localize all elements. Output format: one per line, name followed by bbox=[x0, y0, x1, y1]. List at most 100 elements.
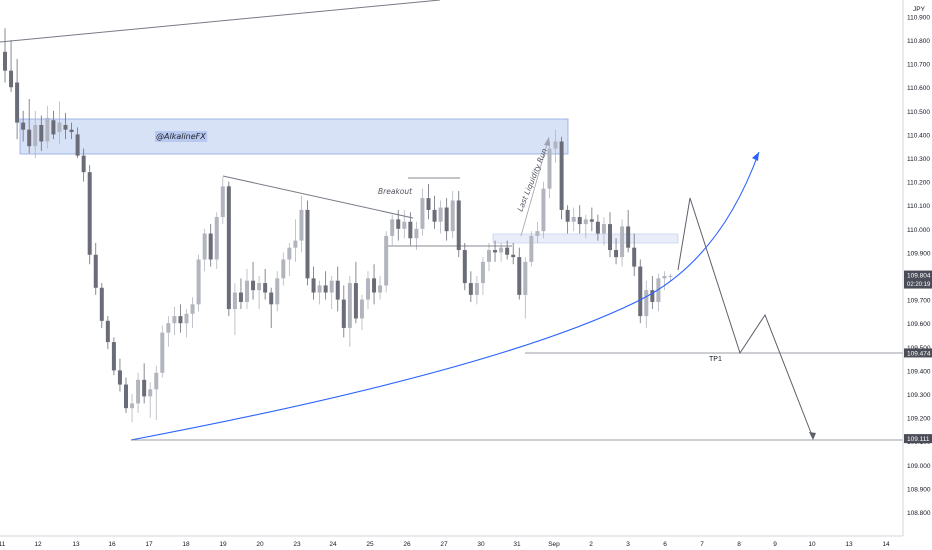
candle-body bbox=[238, 292, 243, 302]
candle-body bbox=[601, 224, 606, 234]
x-tick-label: 16 bbox=[108, 541, 116, 548]
price-tag-label: 109.111 bbox=[907, 436, 930, 443]
x-tick-label: 13 bbox=[845, 541, 853, 548]
candle-body bbox=[614, 250, 619, 258]
liquidity-arrow bbox=[520, 136, 550, 237]
candlesticks bbox=[3, 28, 673, 423]
candle-body bbox=[571, 217, 576, 222]
candle-body bbox=[257, 283, 262, 291]
candle-body bbox=[208, 233, 213, 260]
y-tick-label: 109.500 bbox=[907, 345, 931, 352]
y-tick-label: 110.200 bbox=[907, 180, 930, 187]
candle-body bbox=[438, 207, 443, 222]
x-tick-label: 11 bbox=[0, 541, 6, 548]
x-tick-label: 9 bbox=[773, 541, 777, 548]
candle-body bbox=[130, 403, 135, 409]
candle-body bbox=[468, 283, 473, 295]
candle-body bbox=[111, 342, 116, 371]
y-tick-label: 108.900 bbox=[907, 486, 931, 493]
x-axis-ticks: 111213161718192023242526273031Sep2367891… bbox=[0, 541, 890, 548]
y-tick-label: 109.300 bbox=[907, 392, 931, 399]
candle-body bbox=[662, 276, 667, 279]
candle-body bbox=[190, 304, 195, 314]
x-tick-label: 13 bbox=[72, 541, 80, 548]
tp1-label: TP1 bbox=[709, 356, 722, 363]
y-tick-label: 110.400 bbox=[907, 132, 930, 139]
y-axis-ticks: 110.900 110.800 110.700 110.600 110.500 110.4… bbox=[907, 14, 931, 517]
candle-body bbox=[426, 198, 431, 210]
upper-trendline bbox=[0, 0, 441, 43]
candle-body bbox=[595, 221, 600, 234]
candle-body bbox=[523, 261, 528, 295]
price-tag-box bbox=[904, 348, 932, 358]
candle-body bbox=[347, 283, 352, 328]
x-tick-label: 12 bbox=[34, 541, 42, 548]
candle-body bbox=[372, 278, 377, 293]
candle-body bbox=[105, 320, 110, 343]
y-tick-label: 110.000 bbox=[907, 227, 930, 234]
price-tag-box bbox=[904, 270, 932, 289]
candle-body bbox=[335, 280, 340, 300]
candle-body bbox=[184, 313, 189, 324]
candle-body bbox=[632, 247, 637, 267]
candle-body bbox=[323, 285, 328, 293]
candle-body bbox=[638, 266, 643, 317]
supply-zone bbox=[19, 118, 569, 155]
y-tick-label: 110.100 bbox=[907, 203, 930, 210]
candle-body bbox=[311, 278, 316, 293]
curve-arrowhead bbox=[752, 152, 759, 161]
price-tag-countdown: 02:20:19 bbox=[907, 282, 931, 288]
candle-body bbox=[232, 292, 237, 310]
candle-body bbox=[136, 379, 141, 404]
candle-body bbox=[474, 283, 479, 295]
candle-body bbox=[541, 188, 546, 232]
candle-body bbox=[124, 384, 128, 409]
y-tick-label: 109.900 bbox=[907, 250, 931, 257]
candle-body bbox=[529, 235, 534, 262]
candle-body bbox=[390, 219, 395, 236]
candle-body bbox=[462, 250, 467, 284]
parabolic-support-curve bbox=[130, 151, 760, 441]
candle-body bbox=[341, 299, 346, 328]
candle-body bbox=[487, 250, 491, 262]
candle-body bbox=[75, 134, 80, 156]
candle-body bbox=[63, 124, 68, 130]
candle-body bbox=[281, 259, 286, 279]
candle-body bbox=[583, 219, 588, 225]
y-tick-label: 109.700 bbox=[907, 298, 931, 305]
candle-body bbox=[402, 221, 407, 229]
candle-body bbox=[329, 280, 334, 293]
candle-body bbox=[353, 283, 358, 319]
candle-body bbox=[565, 209, 570, 222]
y-tick-label: 110.500 bbox=[907, 109, 930, 116]
candle-body bbox=[39, 124, 44, 142]
candle-body bbox=[535, 231, 540, 236]
candle-body bbox=[608, 224, 612, 251]
x-tick-label: 17 bbox=[145, 541, 153, 548]
candle-body bbox=[15, 82, 20, 123]
candle-body bbox=[511, 254, 516, 258]
y-tick-label: 109.200 bbox=[907, 416, 931, 423]
candle-body bbox=[275, 278, 280, 305]
projection-arrowhead bbox=[809, 432, 816, 440]
candle-body bbox=[650, 290, 655, 302]
price-tag-box bbox=[904, 434, 932, 444]
x-tick-label: 31 bbox=[513, 541, 521, 548]
candle-body bbox=[51, 120, 56, 135]
currency-label: JPY bbox=[913, 6, 926, 13]
candle-body bbox=[305, 209, 310, 279]
candle-body bbox=[644, 290, 649, 317]
candle-body bbox=[317, 285, 322, 293]
candle-body bbox=[154, 372, 159, 390]
watermark-label: @AlkalineFX bbox=[156, 132, 206, 141]
x-tick-label: 24 bbox=[329, 541, 337, 548]
candle-body bbox=[499, 247, 504, 253]
candle-body bbox=[626, 226, 631, 248]
candle-body bbox=[299, 209, 304, 241]
candle-body bbox=[45, 117, 50, 142]
y-tick-label: 109.400 bbox=[907, 368, 931, 375]
candle-body bbox=[559, 141, 564, 210]
candle-body bbox=[214, 217, 219, 260]
candle-body bbox=[547, 148, 552, 189]
